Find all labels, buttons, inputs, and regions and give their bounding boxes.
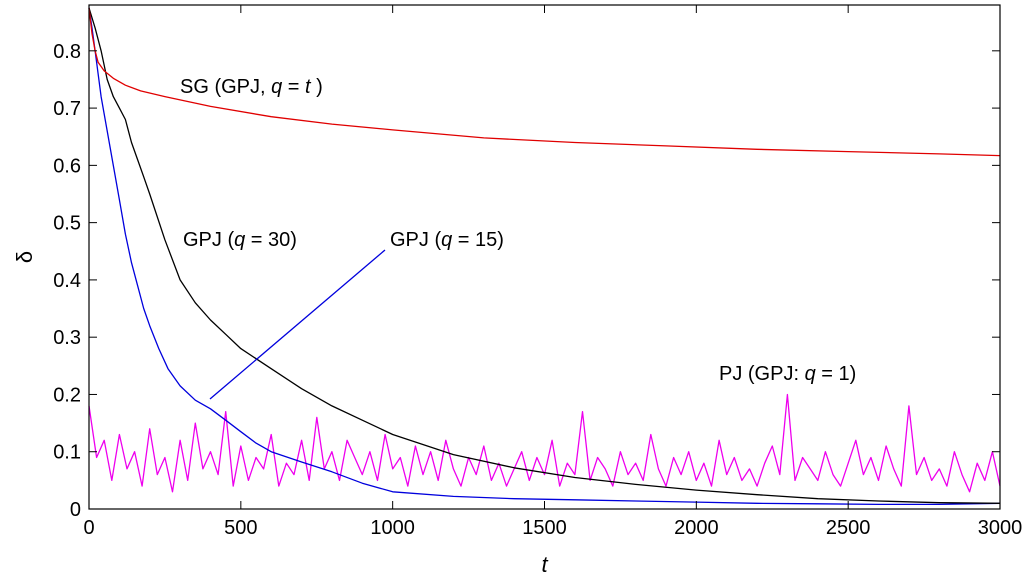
x-tick-label: 2500 — [826, 517, 871, 539]
x-tick-label: 1000 — [370, 517, 415, 539]
annotation-text: q — [441, 229, 452, 251]
y-tick-label: 0.8 — [53, 41, 81, 63]
x-tick-label: 3000 — [978, 517, 1023, 539]
annotation-text: GPJ ( — [183, 229, 234, 251]
annotation-text: GPJ ( — [390, 229, 441, 251]
y-tick-label: 0.1 — [53, 442, 81, 464]
annotation-gpj30: GPJ (q = 30) — [183, 229, 297, 251]
x-tick-label: 2000 — [674, 517, 719, 539]
x-tick-label: 1500 — [522, 517, 567, 539]
annotation-text: q — [805, 363, 816, 385]
y-tick-label: 0.7 — [53, 98, 81, 120]
annotation-text: PJ (GPJ: — [719, 363, 805, 385]
y-tick-label: 0.5 — [53, 213, 81, 235]
annotation-text: t — [305, 76, 312, 98]
annotation-text: = — [282, 76, 305, 98]
x-tick-label: 500 — [224, 517, 257, 539]
series-line-gpj15 — [88, 7, 1001, 506]
annotation-text: = 30) — [245, 229, 297, 251]
x-tick-label: 0 — [83, 517, 94, 539]
annotation-text: ) — [311, 76, 323, 98]
annotation-pj: PJ (GPJ: q = 1) — [719, 363, 856, 385]
annotation-text: q — [271, 76, 282, 98]
annotations: SG (GPJ, q = t )GPJ (q = 30) GPJ (q = 15)… — [180, 76, 856, 385]
x-axis-label: t — [541, 552, 548, 577]
series-line-pj — [88, 393, 1001, 493]
y-tick-label: 0.4 — [53, 270, 81, 292]
annotation-text: q — [234, 229, 245, 251]
y-tick-label: 0.6 — [53, 155, 81, 177]
y-tick-label: 0 — [70, 499, 81, 521]
annotation-text: = 15) — [452, 229, 504, 251]
gpj15-leader-line — [209, 249, 386, 400]
series-line-sg — [88, 7, 1001, 157]
annotation-text: = 1) — [816, 363, 857, 385]
plot-lines — [88, 7, 1001, 506]
series-line-gpj30 — [88, 7, 1001, 504]
y-tick-label: 0.2 — [53, 384, 81, 406]
y-axis-label: δ — [12, 251, 37, 263]
y-tick-label: 0.3 — [53, 327, 81, 349]
annotation-gpj15: GPJ (q = 15) — [390, 229, 504, 251]
annotation-sg: SG (GPJ, q = t ) — [180, 76, 323, 98]
axis-ticks: 0 500 1000 1500 2000 2500 3000 0 0.1 0.2 0.3 0.4 0.5… — [53, 5, 1022, 539]
annotation-text: SG (GPJ, — [180, 76, 271, 98]
